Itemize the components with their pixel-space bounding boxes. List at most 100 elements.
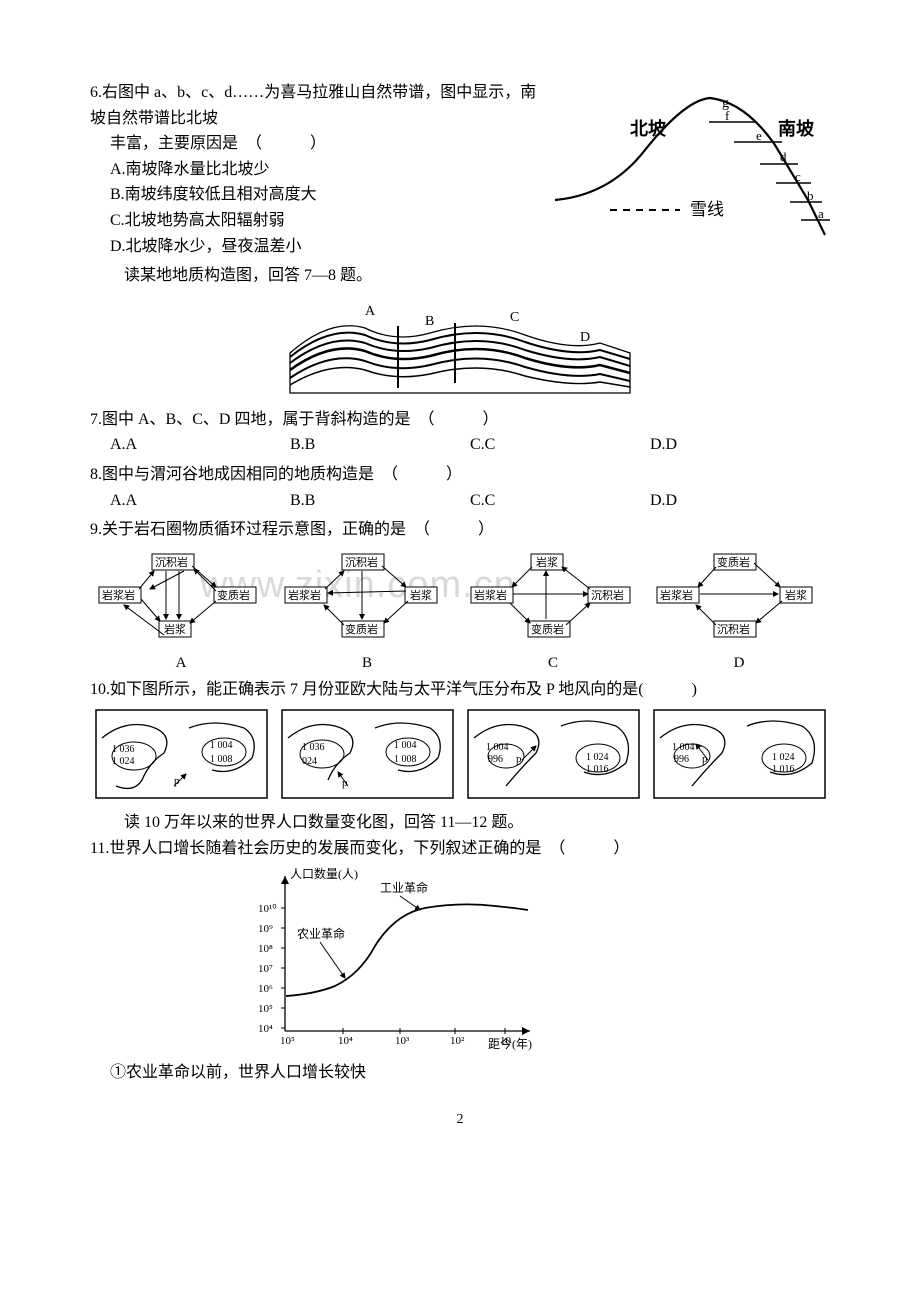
- svg-text:e: e: [756, 128, 762, 143]
- q10-map-c: 1 004 996 p 1 024 1 016: [466, 708, 641, 800]
- q9-fig-a: 沉积岩 岩浆岩 变质岩 岩浆: [94, 549, 269, 649]
- q10-map-b: 1 036 024 1 004 1 008 p: [280, 708, 455, 800]
- svg-text:岩浆: 岩浆: [164, 622, 186, 636]
- q7-stem: 7.图中 A、B、C、D 四地，属于背斜构造的是 （ ）: [90, 407, 830, 433]
- q10-map-a: 1 036 1 024 1 004 1 008 p: [94, 708, 269, 800]
- svg-text:工业革命: 工业革命: [380, 880, 428, 895]
- svg-text:10⁸: 10⁸: [258, 943, 273, 955]
- svg-text:1 036: 1 036: [302, 742, 325, 753]
- svg-text:南坡: 南坡: [778, 118, 815, 139]
- svg-text:沉积岩: 沉积岩: [345, 555, 378, 569]
- svg-text:变质岩: 变质岩: [345, 622, 378, 636]
- q9-stem: 9.关于岩石圈物质循环过程示意图，正确的是 （ ）: [90, 517, 830, 543]
- svg-text:10⁷: 10⁷: [258, 963, 273, 975]
- question-11: 11.世界人口增长随着社会历史的发展而变化，下列叙述正确的是 （ ）: [90, 836, 830, 862]
- q7-opt-a: A.A: [110, 432, 290, 458]
- svg-text:10⁴: 10⁴: [338, 1035, 353, 1047]
- svg-text:B: B: [425, 314, 434, 329]
- svg-text:10⁵: 10⁵: [280, 1035, 295, 1047]
- q9-label-c: C: [548, 651, 558, 675]
- svg-text:岩浆: 岩浆: [410, 588, 432, 602]
- svg-text:996: 996: [488, 754, 503, 765]
- question-10: 10.如下图所示，能正确表示 7 月份亚欧大陆与太平洋气压分布及 P 地风向的是…: [90, 677, 830, 703]
- q9-label-a: A: [176, 651, 187, 675]
- q8-opt-c: C.C: [470, 488, 650, 514]
- svg-text:变质岩: 变质岩: [717, 555, 750, 569]
- svg-text:A: A: [365, 304, 376, 319]
- svg-text:C: C: [510, 310, 519, 325]
- q9-figures-row: 沉积岩 岩浆岩 变质岩 岩浆 A 沉积岩 岩浆岩 岩浆 变质岩: [90, 549, 830, 675]
- svg-text:b: b: [807, 188, 814, 203]
- page-number: 2: [90, 1109, 830, 1131]
- question-7: 7.图中 A、B、C、D 四地，属于背斜构造的是 （ ） A.A B.B C.C…: [90, 407, 830, 458]
- q7-opt-c: C.C: [470, 432, 650, 458]
- svg-text:沉积岩: 沉积岩: [591, 588, 624, 602]
- svg-text:沉积岩: 沉积岩: [155, 555, 188, 569]
- svg-text:10⁴: 10⁴: [258, 1023, 273, 1035]
- svg-text:996: 996: [674, 754, 689, 765]
- svg-text:1 016: 1 016: [586, 764, 609, 775]
- svg-text:1 004: 1 004: [486, 742, 509, 753]
- geology-figure: A B C D: [280, 293, 640, 403]
- svg-text:10⁵: 10⁵: [258, 1003, 273, 1015]
- q10-map-d: 1 004 996 p 1 024 1 016: [652, 708, 827, 800]
- svg-text:1 024: 1 024: [772, 752, 795, 763]
- svg-text:1 008: 1 008: [394, 754, 417, 765]
- svg-text:人口数量(人): 人口数量(人): [290, 866, 358, 881]
- svg-text:岩浆岩: 岩浆岩: [474, 588, 507, 602]
- svg-text:10³: 10³: [395, 1035, 410, 1047]
- svg-text:10⁹: 10⁹: [258, 923, 273, 935]
- svg-text:岩浆岩: 岩浆岩: [660, 588, 693, 602]
- svg-text:1 016: 1 016: [772, 764, 795, 775]
- q9-fig-c: 岩浆 岩浆岩 沉积岩 变质岩: [466, 549, 641, 649]
- intro-7-8: 读某地地质构造图，回答 7—8 题。: [90, 263, 830, 289]
- q7-opt-d: D.D: [650, 432, 830, 458]
- svg-text:1 036: 1 036: [112, 744, 135, 755]
- svg-text:1 004: 1 004: [672, 742, 695, 753]
- svg-text:雪线: 雪线: [690, 200, 724, 219]
- population-chart: 人口数量(人) 距今(年) 10⁴ 10⁵ 10⁶ 10⁷ 10⁸ 10⁹ 10…: [230, 866, 550, 1056]
- svg-text:农业革命: 农业革命: [297, 926, 345, 941]
- svg-text:1 024: 1 024: [112, 756, 135, 767]
- svg-text:10¹⁰: 10¹⁰: [258, 903, 277, 915]
- q9-fig-d: 变质岩 岩浆岩 岩浆 沉积岩: [652, 549, 827, 649]
- svg-text:a: a: [818, 206, 824, 221]
- q8-opt-d: D.D: [650, 488, 830, 514]
- svg-text:10: 10: [500, 1035, 512, 1047]
- svg-text:1 024: 1 024: [586, 752, 609, 763]
- svg-text:岩浆岩: 岩浆岩: [102, 588, 135, 602]
- svg-text:变质岩: 变质岩: [217, 588, 250, 602]
- question-9: 9.关于岩石圈物质循环过程示意图，正确的是 （ ）: [90, 517, 830, 543]
- q6-figure: 北坡 南坡 g f e d c b a 雪线: [550, 80, 830, 240]
- intro-11-12: 读 10 万年以来的世界人口数量变化图，回答 11—12 题。: [90, 810, 830, 836]
- q9-label-d: D: [734, 651, 745, 675]
- q8-opt-a: A.A: [110, 488, 290, 514]
- svg-text:岩浆: 岩浆: [785, 588, 807, 602]
- svg-text:p: p: [516, 753, 522, 765]
- q10-stem: 10.如下图所示，能正确表示 7 月份亚欧大陆与太平洋气压分布及 P 地风向的是…: [90, 677, 830, 703]
- svg-text:岩浆岩: 岩浆岩: [288, 588, 321, 602]
- svg-text:024: 024: [302, 756, 317, 767]
- svg-text:f: f: [725, 108, 730, 123]
- svg-text:10⁶: 10⁶: [258, 983, 273, 995]
- svg-text:1 008: 1 008: [210, 754, 233, 765]
- q11-sub1: ①农业革命以前，世界人口增长较快: [90, 1060, 830, 1086]
- q7-opt-b: B.B: [290, 432, 470, 458]
- svg-text:岩浆: 岩浆: [536, 555, 558, 569]
- svg-text:沉积岩: 沉积岩: [717, 622, 750, 636]
- question-8: 8.图中与渭河谷地成因相同的地质构造是 （ ） A.A B.B C.C D.D: [90, 462, 830, 513]
- question-6: 北坡 南坡 g f e d c b a 雪线 6.右图中 a、b、c、d……为喜…: [90, 80, 830, 259]
- svg-text:d: d: [780, 149, 787, 164]
- q11-stem: 11.世界人口增长随着社会历史的发展而变化，下列叙述正确的是 （ ）: [90, 836, 830, 862]
- svg-text:c: c: [795, 169, 801, 184]
- svg-text:1 004: 1 004: [210, 740, 233, 751]
- svg-text:D: D: [580, 330, 590, 345]
- q9-label-b: B: [362, 651, 372, 675]
- svg-text:北坡: 北坡: [630, 118, 667, 139]
- svg-text:10²: 10²: [450, 1035, 465, 1047]
- q10-figures-row: 1 036 1 024 1 004 1 008 p 1 036 024 1 00…: [90, 708, 830, 808]
- q8-stem: 8.图中与渭河谷地成因相同的地质构造是 （ ）: [90, 462, 830, 488]
- q8-opt-b: B.B: [290, 488, 470, 514]
- svg-text:1 004: 1 004: [394, 740, 417, 751]
- svg-text:变质岩: 变质岩: [531, 622, 564, 636]
